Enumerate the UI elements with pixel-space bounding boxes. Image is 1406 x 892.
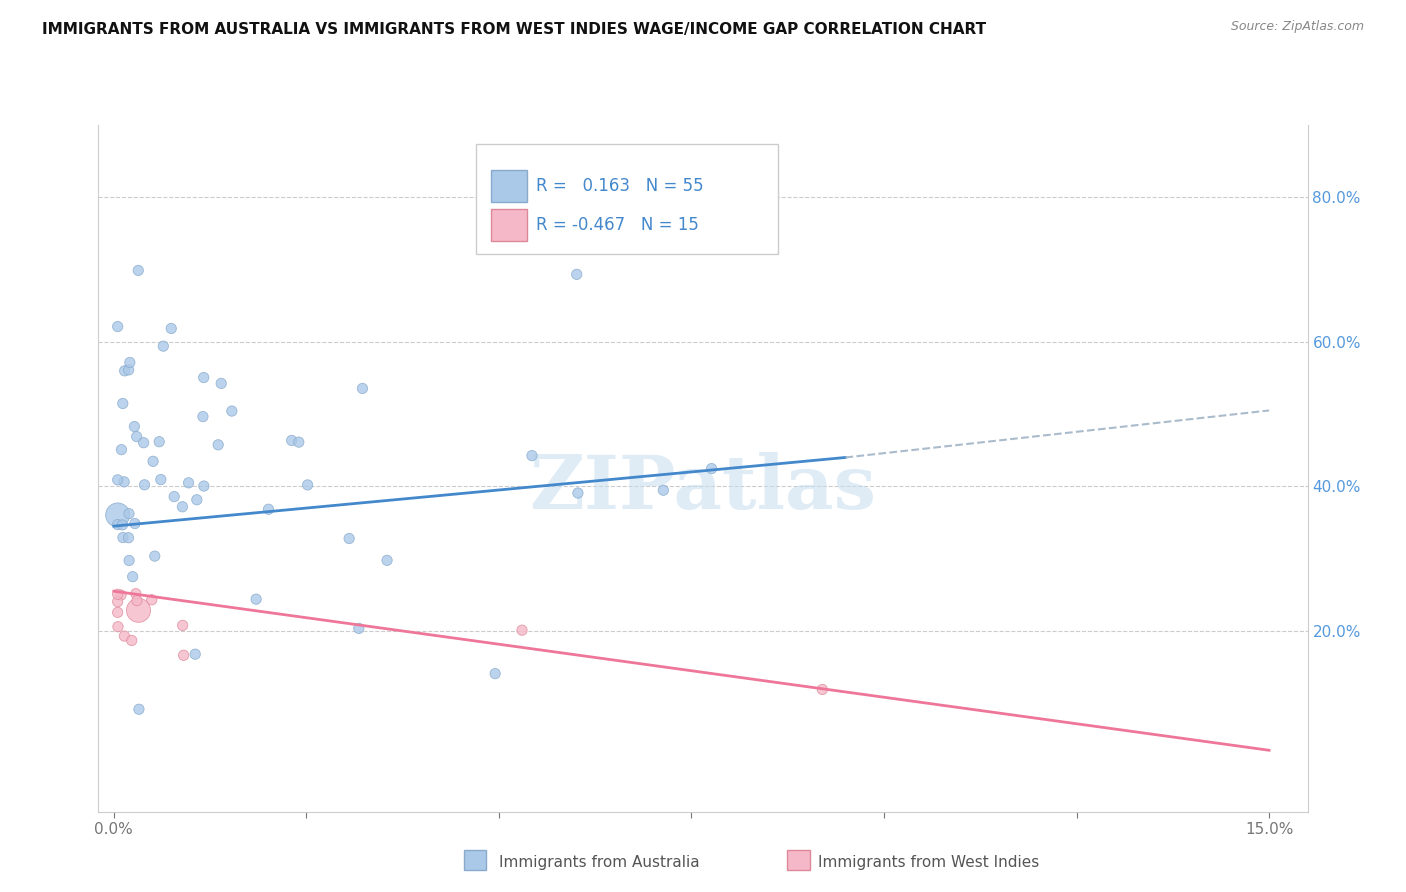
Text: ZIPatlas: ZIPatlas — [530, 452, 876, 525]
Point — [125, 429, 148, 443]
Point — [172, 618, 194, 632]
Text: R =   0.163   N = 55: R = 0.163 N = 55 — [536, 177, 703, 195]
Point — [209, 376, 232, 391]
Point — [118, 553, 141, 567]
Point — [143, 549, 166, 563]
Point — [107, 473, 129, 487]
Point — [110, 588, 132, 602]
Point — [111, 531, 134, 545]
Point — [107, 587, 129, 601]
Point — [652, 483, 675, 498]
Point — [121, 569, 143, 583]
Point — [520, 449, 543, 463]
Point — [173, 648, 195, 663]
Point — [186, 492, 208, 507]
Point — [124, 516, 146, 531]
Point — [111, 517, 134, 532]
Point — [700, 461, 723, 475]
Point — [118, 507, 141, 521]
Point — [112, 629, 135, 643]
Point — [484, 666, 506, 681]
Point — [148, 434, 170, 449]
Point — [567, 486, 589, 500]
Point — [111, 396, 134, 410]
Text: Source: ZipAtlas.com: Source: ZipAtlas.com — [1230, 20, 1364, 33]
Point — [152, 339, 174, 353]
Point — [510, 623, 533, 637]
Point — [125, 593, 148, 607]
Point — [121, 633, 143, 648]
Point — [221, 404, 243, 418]
Point — [193, 370, 215, 384]
Point — [184, 647, 207, 661]
Point — [160, 321, 183, 335]
Point — [337, 532, 360, 546]
Point — [127, 263, 149, 277]
Point — [112, 475, 135, 489]
Point — [107, 620, 129, 634]
Point — [191, 409, 214, 424]
Point — [352, 381, 374, 395]
Point — [207, 438, 229, 452]
Text: R = -0.467   N = 15: R = -0.467 N = 15 — [536, 217, 699, 235]
Point — [107, 517, 129, 532]
Point — [128, 702, 150, 716]
Point — [245, 592, 267, 607]
Point — [297, 478, 319, 492]
Point — [142, 454, 165, 468]
Point — [280, 434, 302, 448]
Point — [117, 531, 139, 545]
Point — [117, 363, 139, 377]
Point — [177, 475, 200, 490]
Point — [141, 592, 163, 607]
Point — [565, 268, 588, 282]
Text: IMMIGRANTS FROM AUSTRALIA VS IMMIGRANTS FROM WEST INDIES WAGE/INCOME GAP CORRELA: IMMIGRANTS FROM AUSTRALIA VS IMMIGRANTS … — [42, 22, 986, 37]
Point — [114, 364, 136, 378]
Point — [107, 508, 129, 522]
Point — [107, 594, 129, 608]
Point — [107, 606, 129, 620]
Point — [125, 587, 148, 601]
Text: Immigrants from West Indies: Immigrants from West Indies — [818, 855, 1039, 870]
Point — [107, 319, 129, 334]
Point — [193, 479, 215, 493]
Point — [124, 419, 146, 434]
Point — [163, 490, 186, 504]
Point — [172, 500, 194, 514]
Point — [375, 553, 398, 567]
Point — [118, 355, 141, 369]
Point — [134, 478, 156, 492]
Point — [127, 603, 149, 617]
Point — [288, 435, 311, 450]
Point — [347, 621, 370, 635]
Point — [110, 442, 132, 457]
Point — [149, 473, 172, 487]
Point — [132, 435, 155, 450]
Text: Immigrants from Australia: Immigrants from Australia — [499, 855, 700, 870]
Point — [257, 502, 280, 516]
Point — [811, 682, 834, 697]
